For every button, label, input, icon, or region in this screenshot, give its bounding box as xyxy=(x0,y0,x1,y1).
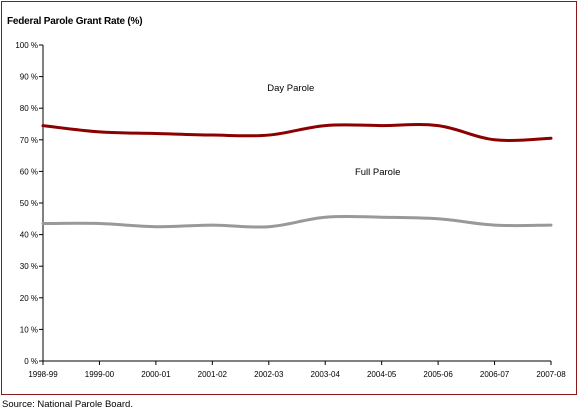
series-line-day-parole xyxy=(41,122,553,143)
y-tick-label: 30 % xyxy=(20,262,38,271)
x-tick-label: 2007-08 xyxy=(536,370,566,379)
x-tick-label: 2003-04 xyxy=(311,370,341,379)
plot-area: 0 % 10 % 20 % 30 % 40 % 50 % 60 % 70 % 80 % 90 % 1… xyxy=(15,41,566,379)
series-label-day-parole: Day Parole xyxy=(267,83,314,94)
x-tick-label: 1999-00 xyxy=(85,370,115,379)
source-note: Source: National Parole Board. xyxy=(2,399,133,410)
y-tick-label: 70 % xyxy=(20,136,38,145)
x-tick-label: 2004-05 xyxy=(367,370,397,379)
y-tick-label: 10 % xyxy=(20,325,38,334)
y-tick-label: 60 % xyxy=(20,167,38,176)
y-tick-label: 90 % xyxy=(20,73,38,82)
x-tick-label: 1998-99 xyxy=(28,370,58,379)
chart-frame: Federal Parole Grant Rate (%) 0 % 10 % 20 … xyxy=(1,1,577,395)
y-tick-label: 80 % xyxy=(20,104,38,113)
x-tick-label: 2005-06 xyxy=(423,370,453,379)
series-line-full-parole xyxy=(41,214,553,229)
x-tick-label: 2000-01 xyxy=(141,370,171,379)
y-tick-label: 20 % xyxy=(20,294,38,303)
y-tick-label: 50 % xyxy=(20,199,38,208)
series-label-full-parole: Full Parole xyxy=(355,167,400,178)
y-tick-label: 40 % xyxy=(20,231,38,240)
x-tick-label: 2006-07 xyxy=(480,370,510,379)
y-tick-label: 100 % xyxy=(15,41,38,50)
y-tick-label: 0 % xyxy=(24,357,38,366)
x-tick-label: 2001-02 xyxy=(198,370,228,379)
x-tick-label: 2002-03 xyxy=(254,370,284,379)
chart-title: Federal Parole Grant Rate (%) xyxy=(7,16,143,27)
